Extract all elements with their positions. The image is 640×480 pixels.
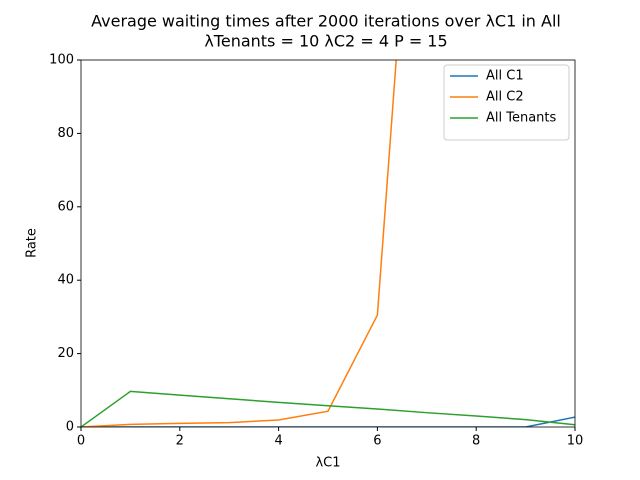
chart-title: Average waiting times after 2000 iterati… bbox=[91, 12, 561, 31]
x-tick-label: 0 bbox=[77, 434, 85, 449]
legend-label: All C2 bbox=[486, 90, 524, 105]
y-tick-label: 80 bbox=[57, 126, 74, 141]
y-tick-label: 20 bbox=[57, 346, 74, 361]
legend-box bbox=[443, 64, 570, 141]
x-axis-label: λC1 bbox=[315, 456, 340, 471]
y-axis-label: Rate bbox=[25, 228, 40, 258]
chart-subtitle: λTenants = 10 λC2 = 4 P = 15 bbox=[204, 32, 447, 51]
x-tick-label: 8 bbox=[472, 434, 480, 449]
y-tick-label: 40 bbox=[57, 273, 74, 288]
data-line bbox=[81, 60, 397, 427]
axes-frame bbox=[80, 59, 576, 428]
x-tick-label: 6 bbox=[373, 434, 381, 449]
x-tick-label: 10 bbox=[567, 434, 584, 449]
legend-label: All C1 bbox=[486, 69, 524, 84]
legend-label: All Tenants bbox=[486, 111, 557, 126]
x-tick-label: 2 bbox=[176, 434, 184, 449]
x-tick-label: 4 bbox=[274, 434, 282, 449]
y-tick-label: 100 bbox=[49, 53, 74, 68]
y-tick-label: 60 bbox=[57, 199, 74, 214]
data-line bbox=[81, 390, 575, 427]
plot-area bbox=[81, 60, 575, 427]
y-tick-label: 0 bbox=[66, 420, 74, 435]
